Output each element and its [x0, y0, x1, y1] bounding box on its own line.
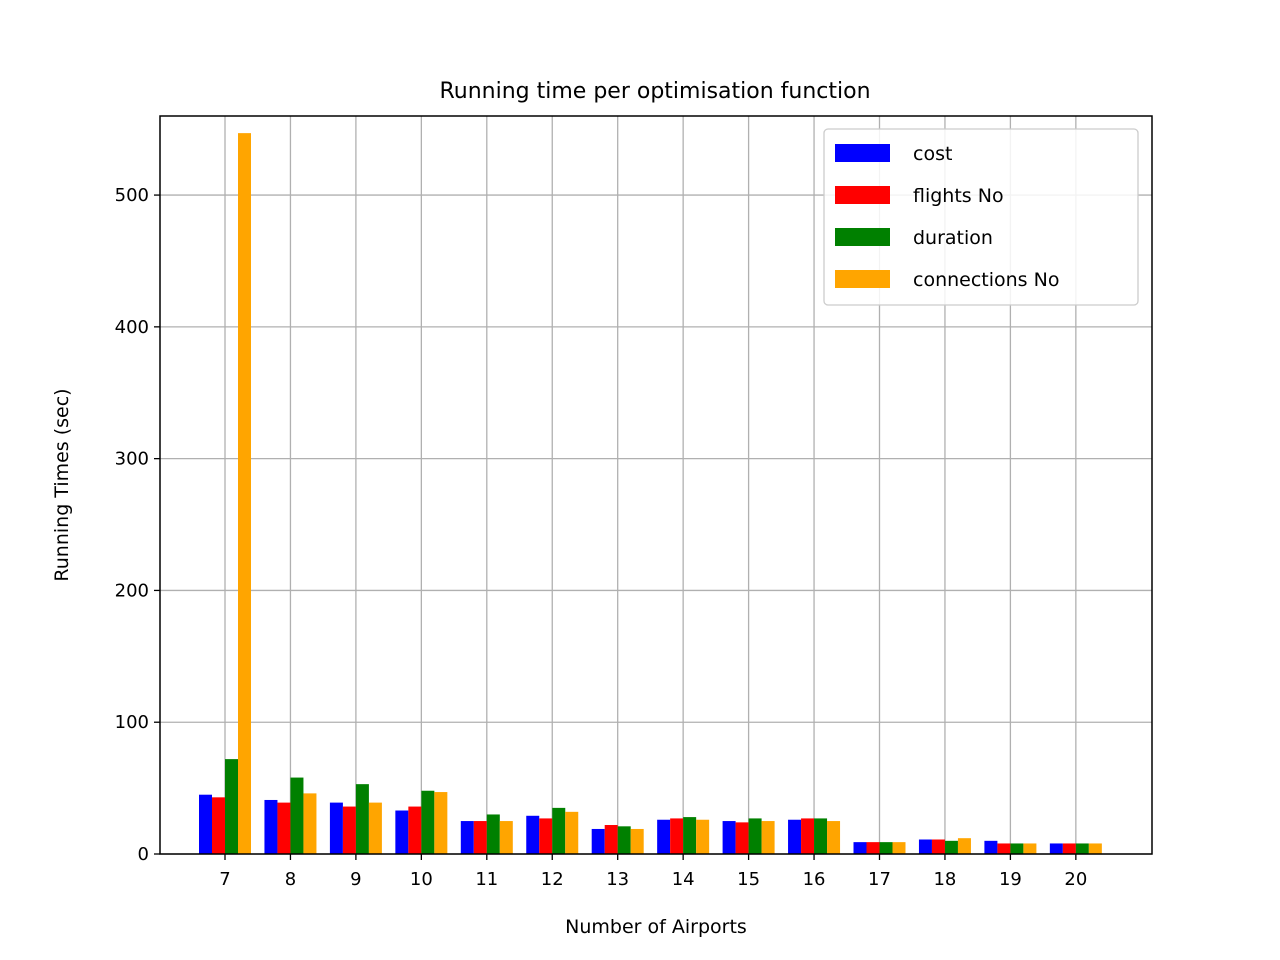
- bar-cost: [1049, 843, 1063, 854]
- bar-duration: [552, 807, 566, 854]
- x-tick-label: 18: [933, 869, 956, 890]
- y-tick-label: 200: [115, 580, 149, 601]
- bar-duration: [617, 826, 631, 854]
- legend-label: flights No: [913, 185, 1004, 207]
- x-tick-label: 12: [541, 869, 564, 890]
- bar-flights-no: [735, 822, 749, 854]
- y-tick-label: 100: [115, 712, 149, 733]
- x-tick-label: 8: [285, 869, 296, 890]
- bar-connections-no: [565, 811, 579, 854]
- y-axis-label: Running Times (sec): [51, 388, 73, 581]
- bar-cost: [591, 828, 605, 854]
- bar-cost: [526, 815, 540, 854]
- y-tick-label: 300: [115, 449, 149, 470]
- bar-flights-no: [473, 821, 487, 854]
- bar-duration: [486, 814, 500, 854]
- x-tick-label: 11: [475, 869, 498, 890]
- bar-cost: [460, 821, 474, 854]
- bar-connections-no: [630, 828, 644, 854]
- bar-connections-no: [1023, 843, 1037, 854]
- x-axis-ticks: 7 8 9 10 11 12 13 14 15 16 17 18 19 20: [219, 854, 1087, 890]
- bar-flights-no: [931, 839, 945, 854]
- y-tick-label: 500: [115, 185, 149, 206]
- plot-frame: [159, 115, 1153, 855]
- bar-duration: [683, 817, 697, 854]
- bar-connections-no: [761, 821, 775, 854]
- bar-connections-no: [957, 838, 971, 854]
- bar-flights-no: [277, 802, 291, 854]
- x-tick-label: 13: [606, 869, 629, 890]
- bar-flights-no: [408, 806, 422, 854]
- bar-duration: [814, 818, 828, 854]
- bar-cost: [788, 819, 802, 854]
- bar-connections-no: [696, 819, 710, 854]
- bar-flights-no: [342, 806, 356, 854]
- legend: cost flights No duration connections No: [823, 128, 1139, 306]
- bar-duration: [1075, 843, 1089, 854]
- bar-cost: [853, 842, 867, 854]
- x-tick-label: 15: [737, 869, 760, 890]
- bar-duration: [421, 790, 435, 854]
- bar-cost: [984, 840, 998, 854]
- bar-duration: [944, 840, 958, 854]
- legend-swatch: [835, 186, 890, 204]
- bar-cost: [657, 819, 671, 854]
- bar-duration: [879, 842, 893, 854]
- bar-flights-no: [801, 818, 815, 854]
- legend-swatch: [835, 144, 890, 162]
- grid-lines: [160, 116, 1152, 855]
- x-tick-label: 10: [410, 869, 433, 890]
- bar-connections-no: [238, 133, 251, 854]
- bar-duration: [290, 777, 304, 854]
- legend-box: [823, 128, 1139, 306]
- x-axis-label: Number of Airports: [565, 916, 747, 938]
- bar-cost: [395, 810, 409, 854]
- bar-flights-no: [212, 797, 225, 854]
- legend-label: cost: [913, 143, 952, 165]
- bar-cost: [199, 794, 212, 854]
- bar-duration: [355, 784, 369, 854]
- x-tick-label: 9: [350, 869, 361, 890]
- x-tick-label: 20: [1064, 869, 1087, 890]
- legend-swatch: [835, 228, 890, 246]
- x-tick-label: 19: [999, 869, 1022, 890]
- bar-cost: [918, 839, 932, 854]
- y-tick-label: 0: [138, 844, 149, 865]
- x-tick-label: 17: [868, 869, 891, 890]
- bar-cost: [722, 821, 736, 854]
- bar-flights-no: [539, 818, 553, 854]
- bar-connections-no: [892, 842, 906, 854]
- bar-duration: [1010, 843, 1024, 854]
- legend-label: duration: [913, 227, 993, 249]
- x-tick-label: 14: [672, 869, 695, 890]
- bar-flights-no: [866, 842, 880, 854]
- bar-connections-no: [434, 792, 448, 854]
- bar-duration: [225, 759, 238, 854]
- y-axis-ticks: 0 100 200 300 400 500: [115, 185, 160, 865]
- bars: [199, 133, 1102, 854]
- bar-connections-no: [1088, 843, 1102, 854]
- legend-swatch: [835, 270, 890, 288]
- bar-cost: [329, 802, 343, 854]
- legend-label: connections No: [913, 269, 1059, 291]
- chart-title: Running time per optimisation function: [439, 79, 870, 104]
- bar-flights-no: [1062, 843, 1076, 854]
- bar-flights-no: [997, 843, 1011, 854]
- x-tick-label: 16: [803, 869, 826, 890]
- bar-cost: [264, 799, 278, 854]
- bar-connections-no: [827, 821, 841, 854]
- bar-flights-no: [604, 825, 618, 854]
- bar-connections-no: [499, 821, 513, 854]
- bar-duration: [748, 818, 762, 854]
- bar-connections-no: [368, 802, 382, 854]
- bar-flights-no: [670, 818, 684, 854]
- bar-connections-no: [303, 793, 317, 854]
- y-tick-label: 400: [115, 317, 149, 338]
- x-tick-label: 7: [219, 869, 230, 890]
